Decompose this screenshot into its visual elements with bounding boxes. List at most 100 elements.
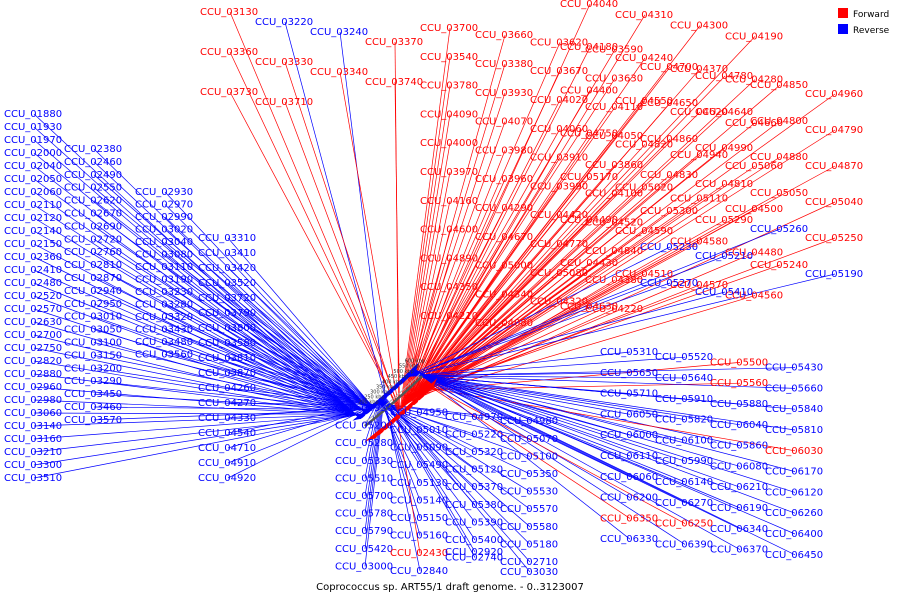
leader-line — [409, 374, 796, 410]
gene-label: CCU_05310 — [600, 347, 658, 358]
gene-label: CCU_04380 — [585, 275, 643, 286]
leader-line — [364, 402, 379, 444]
gene-label: CCU_03160 — [4, 434, 62, 445]
gene-label: CCU_03040 — [135, 237, 193, 248]
leader-line — [164, 254, 372, 409]
leader-line — [404, 179, 506, 407]
gene-label: CCU_04780 — [695, 71, 753, 82]
leader-line — [403, 143, 451, 407]
leader-line — [33, 321, 363, 416]
gene-label: CCU_05040 — [805, 197, 863, 208]
gene-label: CCU_03450 — [64, 389, 122, 400]
gene-label: CCU_05250 — [805, 233, 863, 244]
leader-line — [401, 85, 451, 409]
leader-line — [227, 267, 374, 407]
feature-arrow — [377, 388, 391, 401]
leader-line — [227, 387, 375, 406]
gene-label: CCU_06450 — [765, 550, 823, 561]
leader-line — [419, 237, 836, 393]
gene-label: CCU_06330 — [600, 534, 658, 545]
leader-line — [93, 393, 370, 411]
leader-line — [402, 128, 561, 408]
leader-line — [33, 230, 361, 418]
gene-label: CCU_04550 — [615, 96, 673, 107]
gene-label: CCU_03360 — [200, 47, 258, 58]
gene-label: CCU_03340 — [310, 67, 368, 78]
gene-label: CCU_06120 — [765, 487, 823, 498]
gene-label: CCU_03310 — [198, 233, 256, 244]
leader-line — [407, 356, 686, 377]
leader-lines — [33, 3, 836, 573]
gene-label: CCU_02870 — [64, 273, 122, 284]
gene-label: CCU_04220 — [585, 304, 643, 315]
leader-line — [381, 399, 531, 510]
gene-label: CCU_06270 — [655, 498, 713, 509]
gene-label: CCU_03800 — [198, 323, 256, 334]
gene-label: CCU_03020 — [135, 225, 193, 236]
gene-label: CCU_02520 — [4, 291, 62, 302]
leader-line — [414, 369, 631, 540]
gene-label: CCU_03030 — [500, 567, 558, 578]
gene-labels: CCU_01880CCU_01930CCU_01970CCU_02000CCU_… — [4, 0, 863, 578]
gene-label: CCU_03810 — [198, 353, 256, 364]
legend-label-forward: Forward — [853, 10, 889, 20]
gene-label: CCU_03700 — [420, 23, 478, 34]
gene-label: CCU_04280 — [725, 75, 783, 86]
leader-line — [407, 351, 631, 377]
leader-line — [383, 397, 421, 571]
gene-label: CCU_05570 — [500, 504, 558, 515]
leader-line — [394, 81, 400, 411]
leader-line — [33, 386, 364, 415]
leader-line — [412, 370, 686, 504]
gene-label: CCU_02430 — [390, 548, 448, 559]
leader-line — [339, 31, 386, 397]
gene-label: CCU_04670 — [475, 232, 533, 243]
gene-label: CCU_04270 — [198, 398, 256, 409]
gene-label: CCU_04800 — [750, 116, 808, 127]
scale-tick-label: 550 kbp — [399, 364, 419, 370]
gene-label: CCU_02990 — [135, 212, 193, 223]
gene-label: CCU_03000 — [335, 561, 393, 572]
leader-line — [33, 334, 363, 416]
leader-line — [414, 369, 741, 550]
gene-label: CCU_03220 — [255, 17, 313, 28]
gene-label: CCU_03100 — [64, 338, 122, 349]
gene-label: CCU_05010 — [390, 425, 448, 436]
gene-label: CCU_02950 — [64, 299, 122, 310]
gene-label: CCU_04850 — [750, 80, 808, 91]
leader-line — [379, 401, 476, 470]
gene-label: CCU_02140 — [4, 226, 62, 237]
gene-label: CCU_03130 — [200, 7, 258, 18]
gene-label: CCU_04930 — [335, 403, 393, 414]
gene-label: CCU_04860 — [640, 134, 698, 145]
leader-line — [409, 47, 591, 402]
gene-label: CCU_03510 — [4, 473, 62, 484]
gene-label: CCU_03970 — [420, 167, 478, 178]
gene-label: CCU_06100 — [655, 435, 713, 446]
gene-label: CCU_04970 — [445, 412, 503, 423]
leader-line — [411, 371, 631, 478]
gene-label: CCU_05200 — [335, 421, 393, 432]
leader-line — [227, 312, 375, 407]
gene-label: CCU_04310 — [615, 10, 673, 21]
leader-line — [227, 372, 375, 406]
leader-line — [412, 198, 701, 399]
leader-line — [406, 291, 726, 378]
scale-tick-label: 250 kbp — [364, 394, 384, 400]
gene-label: CCU_06250 — [655, 519, 713, 530]
leader-line — [227, 404, 376, 419]
gene-label: CCU_02980 — [4, 395, 62, 406]
leader-line — [410, 372, 741, 446]
leader-line — [164, 329, 373, 408]
leader-line — [418, 201, 836, 394]
leader-line — [164, 241, 371, 409]
leader-line — [227, 357, 375, 406]
feature-arrow — [404, 362, 419, 377]
leader-line — [408, 3, 591, 402]
gene-label: CCU_04710 — [198, 443, 256, 454]
gene-label: CCU_02110 — [4, 200, 62, 211]
gene-label: CCU_05330 — [335, 456, 393, 467]
gene-label: CCU_02050 — [4, 174, 62, 185]
leader-line — [411, 133, 591, 400]
leader-line — [400, 63, 506, 410]
